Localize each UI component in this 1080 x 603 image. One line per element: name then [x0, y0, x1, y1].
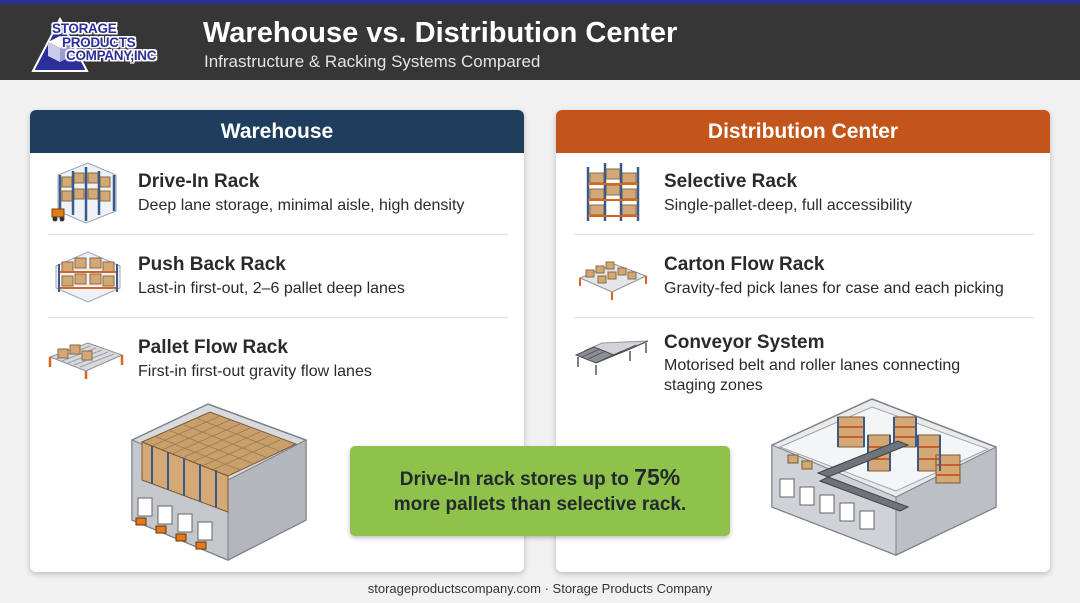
warehouse-item-push-back: Push Back Rack Last-in first-out, 2–6 pa…: [48, 236, 508, 318]
callout-highlight-percent: 75%: [634, 464, 681, 490]
item-description: Motorised belt and roller lanes connecti…: [664, 357, 961, 394]
item-name: Selective Rack: [664, 171, 798, 192]
footer-separator: ·: [544, 581, 549, 596]
item-name: Carton Flow Rack: [664, 254, 825, 275]
logo-wordmark: STORAGE PRODUCTS COMPANY,INC: [52, 21, 157, 63]
page-subtitle: Infrastructure & Racking Systems Compare…: [204, 52, 541, 71]
item-description: Last-in first-out, 2–6 pallet deep lanes: [138, 280, 405, 297]
callout-text: Drive-In rack stores up to 75% more pall…: [394, 465, 687, 517]
drive-in-rack-icon: [48, 161, 124, 225]
warehouse-heading: Warehouse: [30, 110, 524, 153]
distribution-item-conveyor: Conveyor System Motorised belt and rolle…: [574, 319, 1034, 401]
distribution-center-heading: Distribution Center: [556, 110, 1050, 153]
warehouse-building-illustration: [128, 402, 328, 567]
item-name: Drive-In Rack: [138, 171, 260, 192]
pallet-flow-rack-icon: [48, 327, 124, 391]
distribution-center-building-illustration: [768, 395, 1000, 570]
item-name: Conveyor System: [664, 332, 825, 353]
callout-text-post: more pallets than selective rack.: [393, 494, 687, 515]
distribution-item-carton-flow: Carton Flow Rack Gravity-fed pick lanes …: [574, 236, 1034, 318]
footer: storageproductscompany.com · Storage Pro…: [0, 581, 1080, 596]
warehouse-item-drive-in: Drive-In Rack Deep lane storage, minimal…: [48, 153, 508, 235]
footer-company-name: Storage Products Company: [552, 581, 713, 596]
logo-line-3: COMPANY,INC: [66, 48, 157, 63]
header-bar: STORAGE PRODUCTS COMPANY,INC Warehouse v…: [0, 0, 1080, 80]
distribution-item-selective: Selective Rack Single-pallet-deep, full …: [574, 153, 1034, 235]
item-description: Gravity-fed pick lanes for case and each…: [664, 280, 1004, 297]
push-back-rack-icon: [48, 244, 124, 308]
logo-cube-icon: [31, 16, 89, 72]
selective-rack-icon: [574, 161, 650, 225]
item-name: Push Back Rack: [138, 254, 286, 275]
logo-line-2: PRODUCTS: [62, 34, 136, 50]
carton-flow-rack-icon: [574, 244, 650, 308]
conveyor-system-icon: [574, 327, 650, 391]
page-title: Warehouse vs. Distribution Center: [203, 17, 678, 49]
item-description: Single-pallet-deep, full accessibility: [664, 197, 913, 214]
item-name: Pallet Flow Rack: [138, 337, 288, 358]
company-logo[interactable]: STORAGE PRODUCTS COMPANY,INC: [30, 16, 180, 74]
footer-site-link[interactable]: storageproductscompany.com: [367, 581, 541, 596]
density-callout: Drive-In rack stores up to 75% more pall…: [350, 446, 730, 536]
logo-line-1: STORAGE: [52, 21, 117, 36]
item-description: Deep lane storage, minimal aisle, high d…: [138, 197, 465, 214]
callout-text-pre: Drive-In rack stores up to: [399, 469, 629, 490]
item-description: First-in first-out gravity flow lanes: [138, 363, 372, 380]
warehouse-item-pallet-flow: Pallet Flow Rack First-in first-out grav…: [48, 319, 508, 401]
